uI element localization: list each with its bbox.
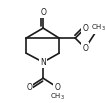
Text: N: N — [40, 58, 46, 67]
Text: CH$_3$: CH$_3$ — [91, 23, 106, 33]
Text: O: O — [82, 44, 88, 53]
Text: O: O — [82, 24, 88, 33]
Text: O: O — [26, 83, 32, 92]
Text: CH$_3$: CH$_3$ — [50, 92, 65, 102]
Text: O: O — [54, 83, 60, 92]
Text: O: O — [40, 8, 46, 17]
